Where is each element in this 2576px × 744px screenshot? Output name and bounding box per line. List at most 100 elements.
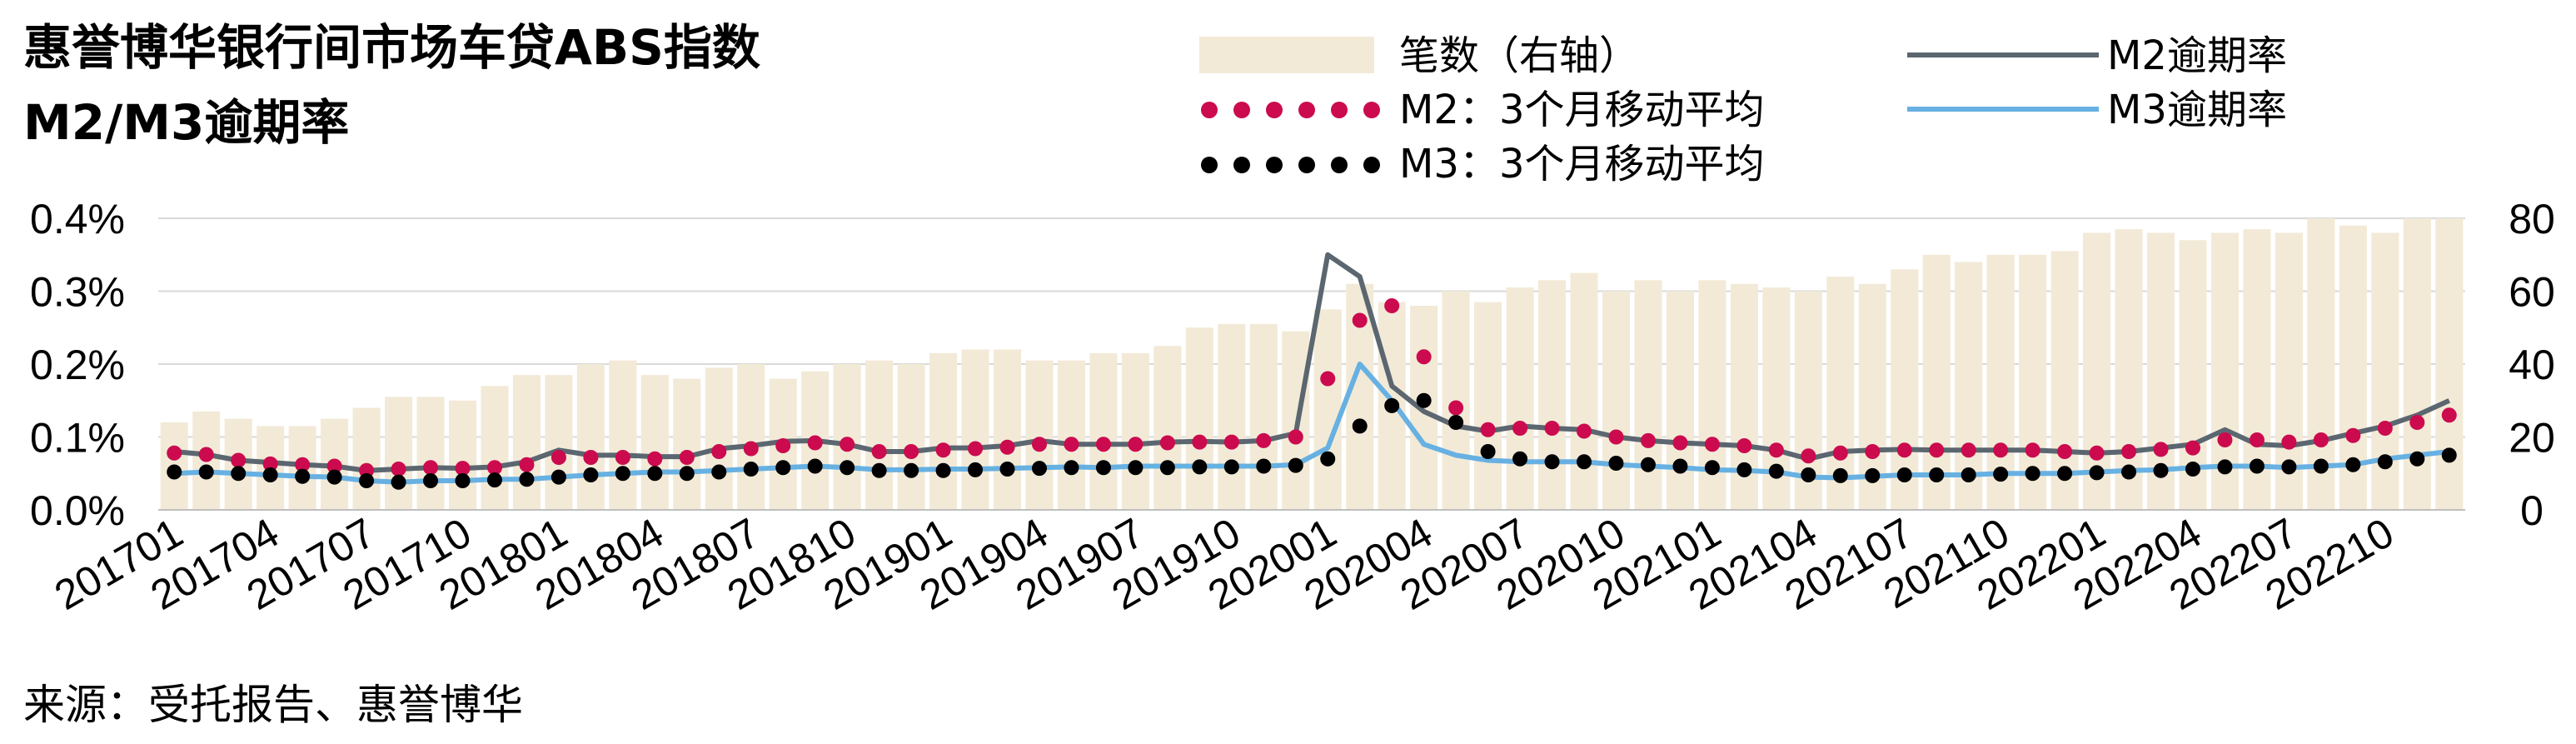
bar (352, 407, 381, 510)
legend: 笔数（右轴） M2：3个月移动平均 M3：3个月移动平均 M2逾期率 M3逾期率 (1199, 32, 2287, 187)
m2-avg-dot (295, 457, 311, 472)
bar (640, 375, 669, 510)
m3-avg-dot (2185, 462, 2200, 477)
m3-avg-dot (1929, 467, 1945, 482)
m3-avg-dot (486, 472, 502, 488)
y-right-tick-label: 0 (2520, 487, 2544, 534)
bar (1089, 352, 1118, 510)
bar (1537, 280, 1567, 510)
bar (705, 367, 733, 510)
m2-avg-dot (1128, 437, 1144, 452)
m3-avg-dot (423, 473, 439, 488)
m3-avg-dot (2025, 466, 2040, 482)
y-left-tick-label: 0.1% (30, 415, 125, 462)
m3-avg-dot (904, 462, 919, 478)
legend-swatch-m2-avg (1201, 102, 1380, 118)
bar (673, 378, 701, 510)
m2-avg-dot (1993, 442, 2009, 458)
bar (1153, 346, 1182, 510)
m3-avg-dot (198, 464, 214, 480)
bar (865, 360, 894, 510)
legend-dot (1298, 102, 1315, 118)
m2-avg-dot (391, 462, 406, 477)
m3-avg-dot (1736, 462, 1752, 477)
m2-avg-dot (2377, 421, 2393, 436)
m2-avg-dot (1448, 400, 1464, 416)
bar (609, 360, 637, 510)
m3-avg-dot (2057, 466, 2073, 482)
m2-avg-dot (999, 439, 1015, 455)
m3-avg-dot (1832, 467, 1848, 483)
m2-avg-dot (167, 445, 182, 461)
bar (545, 375, 573, 510)
m3-avg-dot (1512, 451, 1528, 467)
bar (1698, 280, 1726, 510)
m3-avg-dot (1256, 458, 1272, 474)
bar (576, 364, 605, 510)
m3-avg-dot (1416, 392, 1432, 408)
y-left-tick-label: 0.3% (30, 269, 125, 316)
m2-avg-dot (1031, 437, 1047, 452)
m2-avg-dot (2057, 444, 2073, 459)
m2-avg-dot (1577, 423, 1592, 439)
bar (481, 386, 509, 510)
bar (2083, 232, 2111, 510)
m2-avg-dot (1961, 442, 1976, 458)
m2-avg-dot (326, 458, 342, 474)
m3-avg-dot (1064, 460, 1079, 476)
dot-series (167, 298, 2457, 490)
m3-avg-dot (615, 466, 630, 482)
m2-avg-dot (1352, 312, 1368, 328)
legend-dot (1266, 157, 1283, 173)
m3-avg-dot (455, 473, 471, 488)
m2-avg-dot (1736, 438, 1752, 453)
m3-avg-dot (1159, 460, 1175, 476)
m2-avg-dot (2025, 442, 2040, 458)
bar (1185, 327, 1213, 510)
m2-avg-dot (871, 444, 887, 459)
m2-avg-dot (615, 450, 630, 465)
legend-dot (1266, 102, 1283, 118)
m3-avg-dot (2313, 458, 2329, 474)
m3-avg-dot (1640, 457, 1656, 472)
m2-avg-dot (1801, 448, 1816, 464)
m3-avg-dot (1192, 459, 1208, 475)
y-right-tick-label: 40 (2509, 342, 2555, 388)
m3-avg-dot (1320, 451, 1336, 467)
m2-avg-dot (1896, 442, 1912, 458)
y-left-tick-label: 0.2% (30, 342, 125, 388)
m3-avg-dot (1384, 397, 1400, 413)
m2-avg-dot (1095, 437, 1111, 452)
m3-avg-dot (1128, 460, 1144, 476)
m3-avg-dot (391, 474, 406, 490)
m2-avg-dot (1640, 432, 1656, 448)
m2-avg-dot (2121, 444, 2137, 459)
bar (1570, 272, 1598, 510)
bar (897, 364, 925, 510)
m3-avg-dot (1095, 460, 1111, 476)
bar (1218, 323, 1246, 510)
m2-avg-dot (423, 460, 439, 476)
y-right-tick-label: 60 (2509, 269, 2555, 316)
m3-avg-dot (1448, 415, 1464, 430)
legend-dot (1363, 102, 1380, 118)
m3-avg-dot (1704, 460, 1720, 476)
bar (1313, 309, 1342, 510)
bar (993, 349, 1022, 510)
m3-avg-dot (1961, 467, 1976, 482)
legend-dot (1331, 157, 1348, 173)
m2-avg-dot (2313, 432, 2329, 447)
m2-avg-dot (519, 457, 535, 472)
m3-avg-dot (1352, 418, 1368, 434)
m3-avg-dot (295, 468, 311, 484)
bar (416, 397, 445, 510)
m2-avg-dot (455, 461, 471, 477)
m3-avg-dot (1865, 467, 1881, 483)
m2-avg-dot (1256, 432, 1272, 448)
chart-subtitle: M2/M3逾期率 (23, 94, 350, 151)
m3-avg-dot (2409, 451, 2425, 467)
y-right-tick-label: 20 (2509, 415, 2555, 462)
legend-label-m3-avg: M3：3个月移动平均 (1399, 141, 1765, 187)
m3-avg-dot (2345, 457, 2361, 472)
m3-avg-dot (519, 472, 535, 487)
